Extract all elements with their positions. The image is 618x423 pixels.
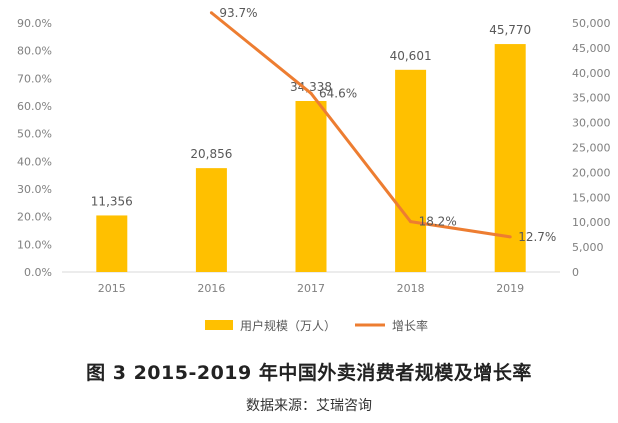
right-axis-tick-label: 10,000 <box>572 216 611 229</box>
right-axis-tick-label: 35,000 <box>572 92 611 105</box>
bar-data-label: 40,601 <box>390 49 432 63</box>
bar <box>96 215 128 272</box>
growth-rate-line <box>210 11 511 239</box>
combo-chart: 0.0% 10.0% 20.0% 30.0% 40.0% 50.0% 60.0% 70.0% 8… <box>17 6 611 333</box>
growth-rate-point <box>209 11 213 15</box>
right-axis-tick-label: 20,000 <box>572 166 611 179</box>
bar-data-label: 11,356 <box>91 194 133 208</box>
growth-rate-point <box>409 220 413 224</box>
left-axis-tick-label: 20.0% <box>17 211 52 224</box>
figure-title: 图 3 2015-2019 年中国外卖消费者规模及增长率 <box>86 362 532 384</box>
line-data-label: 64.6% <box>319 86 357 100</box>
left-axis-tick-label: 70.0% <box>17 72 52 85</box>
right-axis-tick-label: 40,000 <box>572 67 611 80</box>
legend-label-line: 增长率 <box>392 318 428 333</box>
x-axis-tick-label: 2017 <box>297 282 325 295</box>
right-axis-tick-label: 0 <box>572 266 579 279</box>
left-axis-tick-label: 40.0% <box>17 155 52 168</box>
right-axis-tick-label: 50,000 <box>572 17 611 30</box>
right-axis-tick-label: 5,000 <box>572 241 604 254</box>
left-axis-tick-label: 90.0% <box>17 17 52 30</box>
figure-source: 数据来源：艾瑞咨询 <box>246 398 372 414</box>
right-axis-tick-label: 15,000 <box>572 191 611 204</box>
growth-rate-point <box>309 91 313 95</box>
x-axis-tick-label: 2019 <box>496 282 524 295</box>
bar <box>295 100 327 272</box>
growth-rate-point <box>508 235 512 239</box>
left-axis-tick-label: 80.0% <box>17 45 52 58</box>
right-axis-tick-label: 45,000 <box>572 42 611 55</box>
bar <box>195 168 227 272</box>
bar-data-label: 45,770 <box>489 23 531 37</box>
bar <box>395 69 427 272</box>
line-data-label: 18.2% <box>419 215 457 229</box>
x-axis-tick-label: 2015 <box>98 282 126 295</box>
bar-data-label: 20,856 <box>190 147 232 161</box>
left-axis-tick-label: 0.0% <box>24 266 52 279</box>
left-axis-tick-label: 30.0% <box>17 183 52 196</box>
x-axis-tick-label: 2018 <box>397 282 425 295</box>
line-data-label: 12.7% <box>518 230 556 244</box>
left-axis-tick-label: 50.0% <box>17 128 52 141</box>
line-data-label: 93.7% <box>219 6 257 20</box>
legend-swatch-bar <box>205 320 233 330</box>
chart-canvas: 0.0% 10.0% 20.0% 30.0% 40.0% 50.0% 60.0% 70.0% 8… <box>17 6 611 333</box>
x-axis-tick-label: 2016 <box>197 282 225 295</box>
left-axis-tick-label: 60.0% <box>17 100 52 113</box>
left-axis-tick-label: 10.0% <box>17 238 52 251</box>
legend-label-bar: 用户规模（万人） <box>240 318 336 333</box>
right-axis-tick-label: 30,000 <box>572 117 611 130</box>
right-axis-tick-label: 25,000 <box>572 142 611 155</box>
